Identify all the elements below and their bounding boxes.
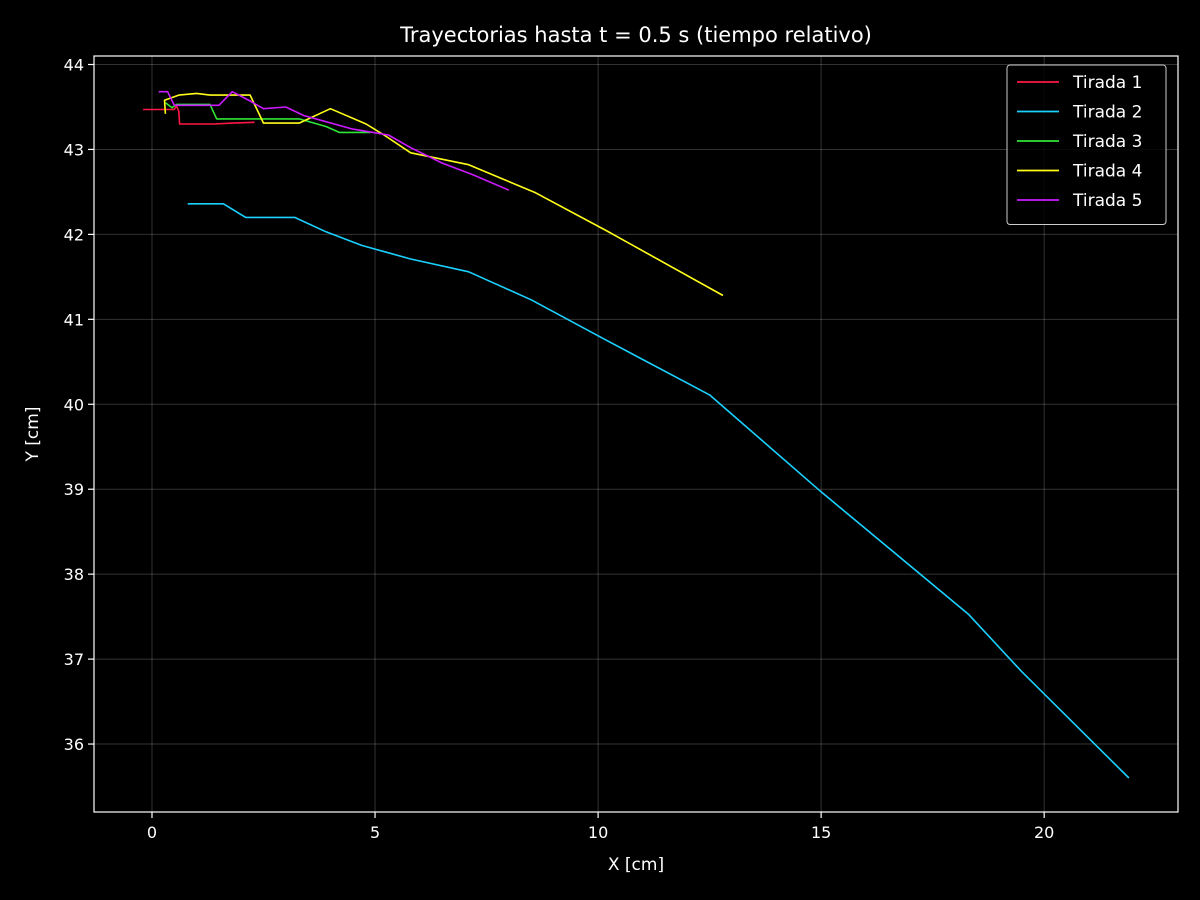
series-line-tirada-5 xyxy=(158,90,510,191)
y-tick-label: 39 xyxy=(64,480,84,499)
y-axis-label: Y [cm] xyxy=(23,407,43,463)
legend: Tirada 1 Tirada 2 Tirada 3 Tirada 4 Tirada 5 xyxy=(1006,64,1167,225)
axis-ticks: 0 5 10 15 20 36 37 38 39 40 41 42 43 44 xyxy=(64,55,1055,842)
y-tick-label: 37 xyxy=(64,650,84,669)
series-line-tirada-1 xyxy=(143,105,255,125)
y-tick-label: 42 xyxy=(64,225,84,244)
legend-label-tirada-5: Tirada 5 xyxy=(1072,191,1142,211)
series-lines xyxy=(143,90,1130,779)
x-tick-label: 15 xyxy=(811,823,831,842)
x-tick-label: 20 xyxy=(1034,823,1054,842)
x-tick-label: 0 xyxy=(147,823,157,842)
plot-frame xyxy=(93,55,1179,813)
grid xyxy=(94,56,1178,812)
x-tick-label: 5 xyxy=(370,823,380,842)
y-tick-label: 38 xyxy=(64,565,84,584)
series-line-tirada-4 xyxy=(163,92,724,297)
series-line-tirada-2 xyxy=(187,203,1130,779)
legend-label-tirada-1: Tirada 1 xyxy=(1072,73,1142,93)
chart-title: Trayectorias hasta t = 0.5 s (tiempo rel… xyxy=(399,23,872,47)
legend-label-tirada-4: Tirada 4 xyxy=(1072,162,1142,182)
y-tick-label: 36 xyxy=(64,735,84,754)
legend-label-tirada-3: Tirada 3 xyxy=(1072,132,1142,152)
y-tick-label: 44 xyxy=(64,55,84,74)
x-tick-label: 10 xyxy=(588,823,608,842)
y-tick-label: 40 xyxy=(64,395,84,414)
x-axis-label: X [cm] xyxy=(608,855,664,875)
legend-box xyxy=(1006,64,1167,225)
legend-label-tirada-2: Tirada 2 xyxy=(1072,103,1142,123)
series-line-tirada-3 xyxy=(164,102,371,134)
y-tick-label: 41 xyxy=(64,310,84,329)
y-tick-label: 43 xyxy=(64,140,84,159)
